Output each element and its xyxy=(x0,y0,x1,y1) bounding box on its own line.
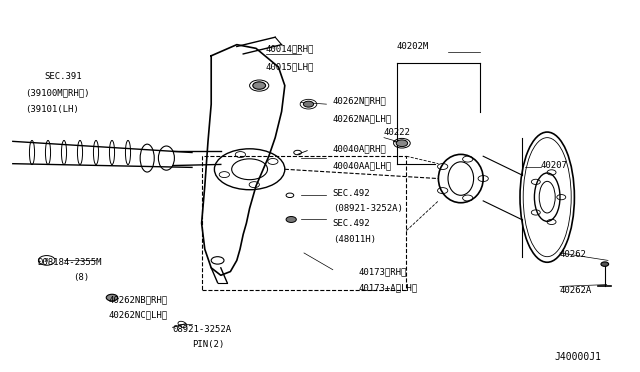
Text: (48011H): (48011H) xyxy=(333,235,376,244)
Text: (39101(LH): (39101(LH) xyxy=(26,105,79,114)
Text: SEC.391: SEC.391 xyxy=(45,72,83,81)
Text: 40202M: 40202M xyxy=(397,42,429,51)
Circle shape xyxy=(106,294,118,301)
Text: (39100M〈RH〉): (39100M〈RH〉) xyxy=(26,89,90,97)
Text: 40173〈RH〉: 40173〈RH〉 xyxy=(358,267,407,276)
Circle shape xyxy=(396,140,408,147)
Text: 40262A: 40262A xyxy=(560,286,592,295)
Circle shape xyxy=(303,101,314,107)
Text: 40262NC〈LH〉: 40262NC〈LH〉 xyxy=(109,310,168,319)
Text: 40262NB〈RH〉: 40262NB〈RH〉 xyxy=(109,295,168,304)
Text: 40173+A〈LH〉: 40173+A〈LH〉 xyxy=(358,284,417,293)
Circle shape xyxy=(286,217,296,222)
Circle shape xyxy=(253,82,266,89)
Text: (08921-3252A): (08921-3252A) xyxy=(333,204,403,213)
Text: 40040AA〈LH〉: 40040AA〈LH〉 xyxy=(333,161,392,170)
Text: 40222: 40222 xyxy=(384,128,411,137)
Text: J40000J1: J40000J1 xyxy=(555,352,602,362)
Text: SEC.492: SEC.492 xyxy=(333,189,371,198)
Text: Ð08184-2355M: Ð08184-2355M xyxy=(38,258,103,267)
Circle shape xyxy=(601,262,609,266)
Text: 40015〈LH〉: 40015〈LH〉 xyxy=(266,62,314,71)
Text: 40014〈RH〉: 40014〈RH〉 xyxy=(266,44,314,53)
Text: R: R xyxy=(45,258,49,263)
Bar xyxy=(202,156,406,290)
Text: 40262: 40262 xyxy=(560,250,587,259)
Text: 40262NA〈LH〉: 40262NA〈LH〉 xyxy=(333,115,392,124)
Text: 40207: 40207 xyxy=(541,161,568,170)
Text: PIN(2): PIN(2) xyxy=(192,340,224,349)
Text: 40262N〈RH〉: 40262N〈RH〉 xyxy=(333,96,387,105)
Text: (8): (8) xyxy=(74,273,90,282)
Text: SEC.492: SEC.492 xyxy=(333,219,371,228)
Text: 40040A〈RH〉: 40040A〈RH〉 xyxy=(333,144,387,153)
Text: 08921-3252A: 08921-3252A xyxy=(173,325,232,334)
